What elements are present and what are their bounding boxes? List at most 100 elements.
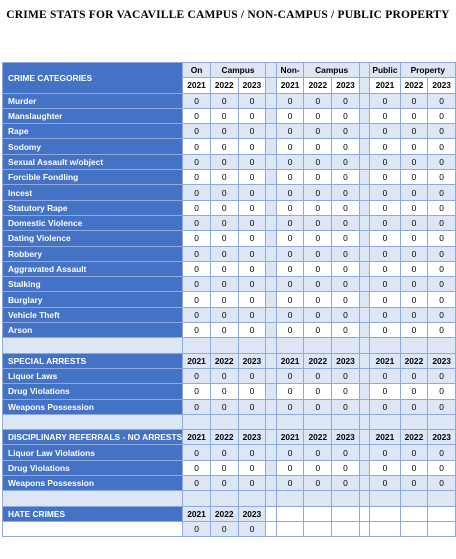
header-row-groups: CRIME CATEGORIES On Campus Non- Campus Public… [1,61,456,94]
public-property-value: 0 [427,123,456,140]
public-property-value: 0 [369,291,401,308]
public-property-value: 0 [399,475,429,492]
non-campus-value: 0 [275,184,305,201]
public-property-value: 0 [399,214,429,232]
hate-crimes-header-row: HATE CRIMES 2021 2022 2023 [1,505,456,522]
blank-cell [182,337,211,354]
crime-row: Dating Violence 0 0 0 0 0 0 0 0 0 [1,230,456,247]
on-campus-value: 0 [237,383,267,400]
column-spacer [358,398,371,415]
page-title: CRIME STATS FOR VACAVILLE CAMPUS / NON-C… [6,9,450,21]
column-spacer [265,352,277,369]
crime-row: Sexual Assault w/object 0 0 0 0 0 0 0 0 0 [1,153,456,171]
non-campus-value: 0 [331,92,360,109]
column-spacer [358,383,371,400]
crime-row-label: Statutory Rape [1,199,184,216]
empty-cell [303,520,333,538]
non-campus-value: 0 [275,199,305,216]
non-campus-value: 0 [275,153,305,171]
on-campus-value: 0 [182,214,211,232]
public-property-value: 0 [427,276,456,293]
on-campus-value: 0 [209,230,239,247]
crime-row-label: Domestic Violence [1,214,184,232]
blank-cell [369,337,401,354]
public-property-value: 0 [399,322,429,339]
special-arrest-row-label: Drug Violations [1,383,184,400]
on-campus-value: 0 [237,398,267,415]
on-campus-value: 0 [182,444,211,461]
on-campus-value: 0 [237,138,267,155]
non-campus-value: 0 [331,322,360,339]
public-property-value: 0 [369,444,401,461]
disciplinary-referrals-label: DISCIPLINARY REFERRALS - NO ARRESTS [1,429,184,446]
disciplinary-referrals-pub-year-2022: 2022 [399,429,429,446]
on-campus-value: 0 [237,260,267,278]
special-arrests-header-row: SPECIAL ARRESTS 2021 2022 2023 2021 2022 2023 2… [1,352,456,369]
public-property-value: 0 [399,444,429,461]
empty-cell [358,505,371,522]
empty-cell [275,505,305,522]
on-campus-value: 0 [209,322,239,339]
non-campus-year-2021: 2021 [275,77,305,94]
spacer-row-2 [1,413,456,431]
public-property-value: 0 [399,107,429,125]
public-property-value: 0 [427,475,456,492]
empty-cell [331,520,360,538]
on-campus-value: 0 [209,444,239,461]
public-property-value: 0 [399,184,429,201]
column-spacer [358,230,371,247]
disciplinary-referrals-non-year-2022: 2022 [303,429,333,446]
public-property-value: 0 [399,123,429,140]
on-campus-value: 0 [209,367,239,385]
on-campus-value: 0 [237,276,267,293]
column-spacer [265,169,277,186]
on-campus-value: 0 [182,276,211,293]
non-campus-value: 0 [275,291,305,308]
public-property-value: 0 [369,230,401,247]
on-campus-value: 0 [209,245,239,262]
column-spacer [265,214,277,232]
blank-cell [1,490,184,507]
public-property-value: 0 [427,153,456,171]
crime-row-label: Forcible Fondling [1,169,184,186]
on-campus-value: 0 [237,306,267,324]
on-campus-value: 0 [182,475,211,492]
blank-cell [265,413,277,431]
non-campus-value: 0 [331,306,360,324]
on-campus-value: 0 [237,184,267,201]
column-spacer [265,230,277,247]
on-campus-value: 0 [209,306,239,324]
on-campus-value: 0 [237,199,267,216]
special-arrests-on-year-2022: 2022 [209,352,239,369]
non-campus-value: 0 [275,276,305,293]
non-campus-value: 0 [331,245,360,262]
public-property-value: 0 [427,230,456,247]
non-campus-value: 0 [275,245,305,262]
non-campus-value: 0 [331,367,360,385]
on-campus-value: 0 [237,459,267,477]
special-arrest-row: Drug Violations 0 0 0 0 0 0 0 0 0 [1,383,456,400]
non-campus-value: 0 [331,107,360,125]
non-campus-value: 0 [275,214,305,232]
blank-cell [399,490,429,507]
public-property-value: 0 [369,398,401,415]
crime-row-label: Burglary [1,291,184,308]
crime-row: Aggravated Assault 0 0 0 0 0 0 0 0 0 [1,260,456,278]
public-property-value: 0 [369,153,401,171]
blank-cell [369,413,401,431]
public-property-value: 0 [427,92,456,109]
empty-cell [369,505,401,522]
blank-cell [427,413,456,431]
blank-cell [237,490,267,507]
non-campus-value: 0 [275,459,305,477]
non-campus-value: 0 [303,107,333,125]
empty-cell [275,520,305,538]
on-campus-value: 0 [182,367,211,385]
non-campus-value: 0 [275,260,305,278]
non-campus-year-2022: 2022 [303,77,333,94]
non-campus-value: 0 [331,383,360,400]
on-campus-value: 0 [209,276,239,293]
on-campus-value: 0 [209,383,239,400]
on-campus-value: 0 [237,291,267,308]
non-campus-value: 0 [303,383,333,400]
